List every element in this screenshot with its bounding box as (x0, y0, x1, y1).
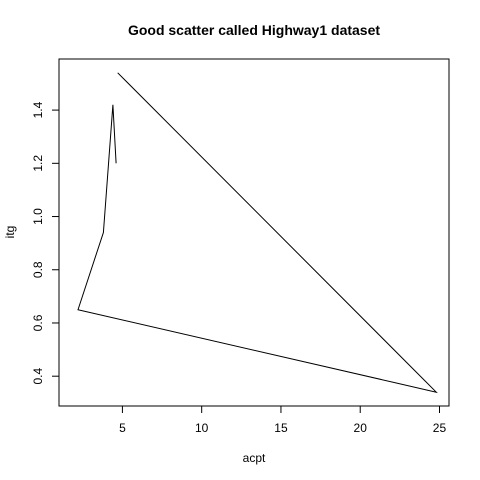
x-tick-label: 15 (274, 421, 288, 435)
chart-title: Good scatter called Highway1 dataset (128, 22, 380, 38)
x-tick-label: 20 (354, 421, 368, 435)
series-line (77, 72, 438, 394)
x-axis: 5 10 15 20 25 (119, 405, 447, 435)
y-tick-label: 0.6 (31, 314, 45, 331)
y-tick-label: 0.8 (31, 261, 45, 278)
series-layer (77, 72, 438, 394)
y-tick-label: 0.4 (31, 368, 45, 385)
y-tick-label: 1.4 (31, 101, 45, 118)
x-axis-label: acpt (243, 451, 266, 465)
x-tick-label: 5 (119, 421, 126, 435)
x-tick-label: 25 (433, 421, 447, 435)
y-tick-label: 1.2 (31, 155, 45, 172)
y-axis-label: itg (3, 226, 17, 239)
y-tick-label: 1.0 (31, 208, 45, 225)
y-axis: 0.4 0.6 0.8 1.0 1.2 1.4 (31, 101, 60, 385)
x-tick-label: 10 (195, 421, 209, 435)
